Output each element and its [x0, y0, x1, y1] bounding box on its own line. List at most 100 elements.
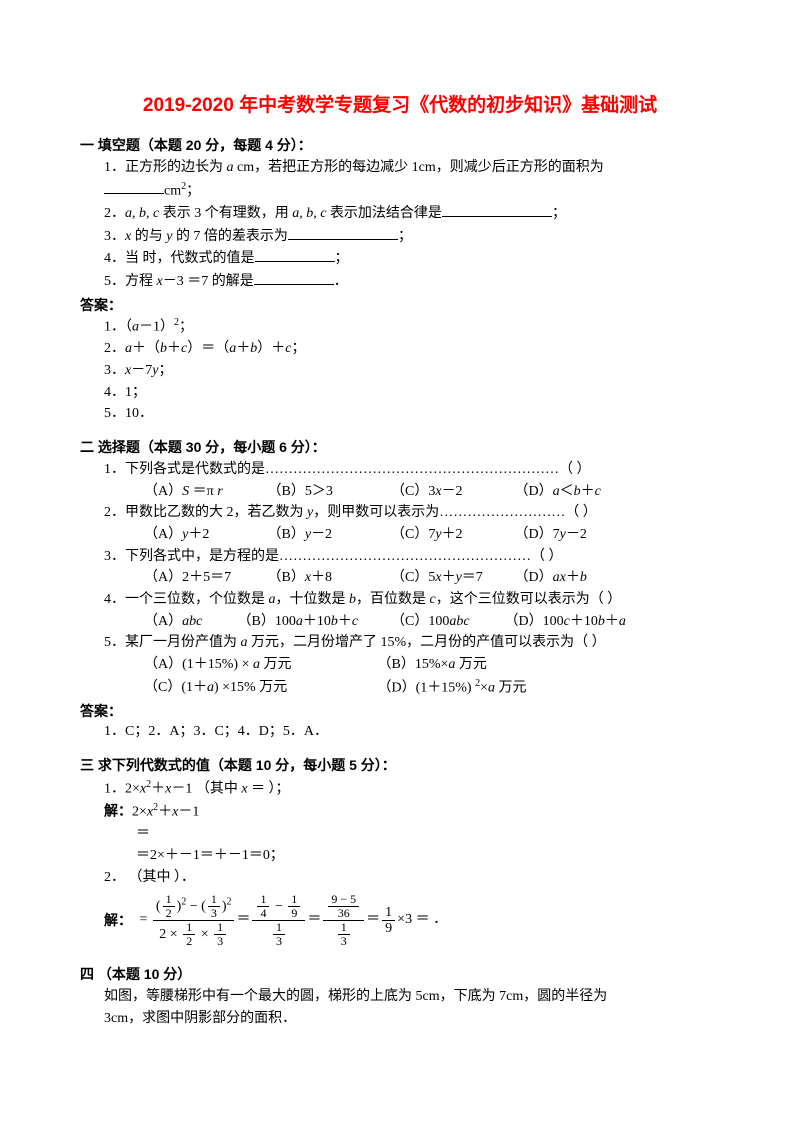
text: ； — [552, 206, 566, 221]
blank — [255, 247, 335, 262]
c: （B）5＞3 — [268, 481, 388, 503]
c: ＋10 — [303, 614, 331, 629]
var: a — [553, 484, 560, 499]
c: ＝π — [189, 484, 217, 499]
eq: ＝ — [236, 913, 250, 927]
doc-title: 2019-2020 年中考数学专题复习《代数的初步知识》基础测试 — [80, 90, 720, 117]
s1-q1-line2: cm2； — [104, 179, 720, 202]
frac3: 9 − 536 13 — [323, 893, 364, 949]
var: c — [352, 614, 358, 629]
s3-sol1: 解：2×x2＋x－1 — [104, 800, 720, 823]
var: a — [125, 206, 132, 221]
c: ＋ — [338, 614, 352, 629]
text: ＋ — [158, 805, 172, 820]
text: 1．正方形的边长为 — [104, 160, 227, 175]
section3-header: 三 求下列代数式的值（本题 10 分，每小题 5 分）： — [80, 755, 720, 775]
c: （C）(1＋ — [144, 680, 207, 695]
text: ＝ ）； — [248, 781, 290, 796]
section2-header: 二 选择题（本题 30 分，每小题 6 分）： — [80, 437, 720, 457]
var: a — [132, 319, 139, 334]
c: × — [480, 680, 488, 695]
text: 2．甲数比乙数的大 2，若乙数为 — [104, 505, 307, 520]
text: 5．某厂一月份产值为 — [104, 635, 241, 650]
s1-q1: 1．正方形的边长为 a cm，若把正方形的每边减少 1cm，则减少后正方形的面积… — [104, 157, 720, 179]
var: b — [598, 614, 605, 629]
section1-header: 一 填空题（本题 20 分，每题 4 分）： — [80, 135, 720, 155]
var: a — [207, 680, 214, 695]
c: 万元 — [455, 657, 487, 672]
text: 万元，二月份增产了 15%，二月份的产值可以表示为（ ） — [248, 635, 606, 650]
var: a — [296, 614, 303, 629]
text: ，百位数是 — [356, 592, 430, 607]
eq: ＝ — [307, 913, 321, 927]
s4-body1: 如图，等腰梯形中有一个最大的圆，梯形的上底为 5cm，下底为 7cm，圆的半径为 — [104, 986, 720, 1008]
var: b — [160, 341, 167, 356]
s1-a2: 2．a＋（b＋c）＝（a＋b）＋c； — [104, 338, 720, 360]
var: a — [241, 635, 248, 650]
document-page: 2019-2020 年中考数学专题复习《代数的初步知识》基础测试 一 填空题（本… — [0, 0, 800, 1070]
c: （B）100 — [238, 614, 296, 629]
frac2: 14 − 19 13 — [252, 893, 305, 949]
s2-q5-choices-2: （C）(1＋a) ×15% 万元 （D）(1＋15%) 2×a 万元 — [144, 676, 720, 699]
text: ＋ — [151, 781, 165, 796]
text: ； — [186, 183, 200, 198]
c: （A）2＋5＝7 — [144, 567, 264, 589]
c: ＋ — [566, 570, 580, 585]
var: r — [217, 484, 222, 499]
text: ； — [158, 363, 172, 378]
var: b — [139, 206, 146, 221]
c: （C）100 — [391, 614, 449, 629]
var: b — [331, 614, 338, 629]
s1-q4: 4．当 时，代数式的值是； — [104, 247, 720, 270]
c: ＋2 — [442, 527, 463, 542]
c: －2 — [566, 527, 587, 542]
c: （A） — [144, 614, 182, 629]
c: ＋10 — [570, 614, 598, 629]
var: abc — [449, 614, 469, 629]
s1-q2: 2．a, b, c 表示 3 个有理数，用 a, b, c 表示加法结合律是； — [104, 202, 720, 225]
var-a: a — [227, 160, 234, 175]
blank — [442, 202, 552, 217]
var: c — [595, 484, 601, 499]
s1-a4: 4．1； — [104, 382, 720, 404]
s1-q3: 3．x 的与 y 的 7 倍的差表示为； — [104, 225, 720, 248]
text: ）＝（ — [187, 341, 229, 356]
s3-sol1c: ＝2×＋－1＝＋－1＝0； — [136, 845, 720, 867]
c: （C）7 — [391, 527, 435, 542]
s2-ans-label: 答案： — [80, 701, 720, 721]
c: （B） — [268, 570, 305, 585]
blank — [288, 225, 398, 240]
text: ； — [291, 341, 305, 356]
text: 表示加法结合律是 — [326, 206, 442, 221]
s2-q5: 5．某厂一月份产值为 a 万元，二月份增产了 15%，二月份的产值可以表示为（ … — [104, 632, 720, 654]
s2-q3-choices: （A）2＋5＝7 （B）x＋8 （C）5x＋y＝7 （D）ax＋b — [144, 567, 720, 589]
s2-q2: 2．甲数比乙数的大 2，若乙数为 y，则甲数可以表示为………………………（ ） — [104, 502, 720, 524]
c: （D） — [515, 484, 553, 499]
text: ． — [334, 274, 348, 289]
c: （A）(1＋15%) × — [144, 657, 253, 672]
frac4: 19 — [382, 905, 395, 937]
c: ＜ — [560, 484, 574, 499]
c: （A） — [144, 484, 182, 499]
sol-label: 解： — [104, 803, 132, 819]
text: ，十位数是 — [276, 592, 350, 607]
text: 的 7 倍的差表示为 — [172, 229, 288, 244]
c: 万元 — [495, 680, 527, 695]
text: 1．2× — [104, 781, 140, 796]
s1-a5: 5．10． — [104, 403, 720, 425]
text: 5．方程 — [104, 274, 157, 289]
s2-q2-choices: （A）y＋2 （B）y－2 （C）7y＋2 （D）7y－2 — [144, 524, 720, 546]
blank — [254, 270, 334, 285]
text: cm — [164, 183, 181, 198]
var: a — [125, 341, 132, 356]
c: ) ×15% 万元 — [214, 680, 287, 695]
c: 万元 — [260, 657, 292, 672]
var: a — [488, 680, 495, 695]
c: －2 — [442, 484, 463, 499]
frac1: (12)2 − (13)2 2 × 12 × 13 — [153, 893, 235, 949]
blank — [104, 179, 164, 194]
text: －7 — [131, 363, 152, 378]
text: ）＋ — [257, 341, 285, 356]
section4-header: 四 （本题 10 分） — [80, 964, 720, 984]
c: （B）15%× — [378, 657, 449, 672]
